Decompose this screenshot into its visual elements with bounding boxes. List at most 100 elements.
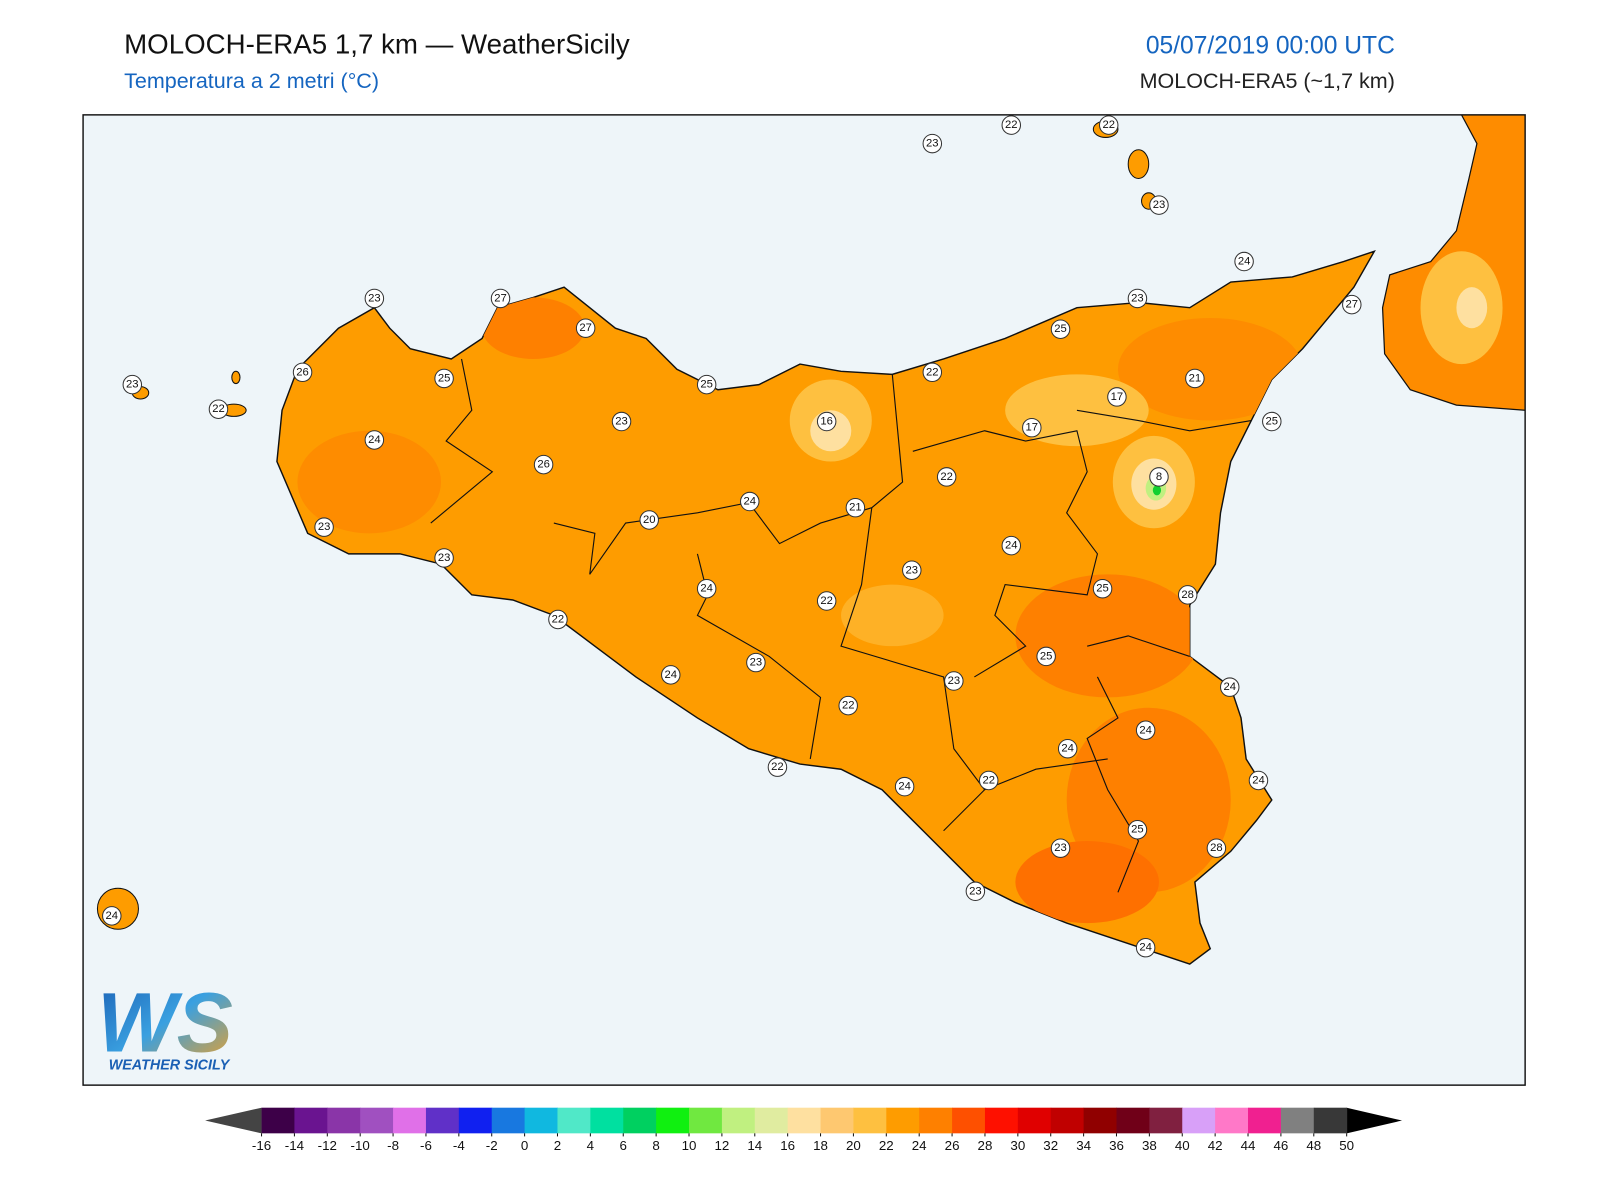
station-value: 17 bbox=[1026, 422, 1039, 434]
station-marker bbox=[936, 467, 957, 487]
station-value: 23 bbox=[906, 564, 919, 576]
station-value: 22 bbox=[820, 595, 833, 607]
station-marker bbox=[364, 288, 385, 309]
colorbar-segment bbox=[294, 1107, 328, 1134]
colorbar-tick-label: -10 bbox=[351, 1138, 370, 1153]
station-value: 16 bbox=[820, 416, 833, 428]
station-marker bbox=[1234, 251, 1254, 272]
colorbar-segment bbox=[656, 1107, 690, 1134]
colorbar-segment bbox=[853, 1107, 887, 1134]
station-marker bbox=[902, 560, 922, 580]
station-marker bbox=[746, 652, 766, 673]
station-marker bbox=[533, 454, 554, 475]
station-value: 25 bbox=[1096, 583, 1109, 595]
datetime: 05/07/2019 00:00 UTC bbox=[1146, 32, 1395, 59]
station-marker bbox=[965, 881, 986, 902]
colorbar-tick-label: 26 bbox=[945, 1138, 960, 1153]
stations: 23 22 22 23 24 23 27 27 23 27 25 26 25 25 22 21 23 22 17 16… bbox=[102, 115, 1362, 958]
colorbar-tick-label: 10 bbox=[682, 1138, 697, 1153]
colorbar-tick-label: 22 bbox=[879, 1138, 894, 1153]
station-value: 23 bbox=[1131, 292, 1144, 304]
station-value: 25 bbox=[1131, 824, 1144, 836]
station-marker bbox=[740, 491, 760, 512]
model-label: MOLOCH-ERA5 (~1,7 km) bbox=[1140, 69, 1395, 93]
colorbar-segment bbox=[820, 1107, 854, 1134]
title: MOLOCH-ERA5 1,7 km — WeatherSicily bbox=[124, 28, 630, 59]
station-marker bbox=[1050, 319, 1071, 339]
colorbar-under bbox=[205, 1107, 262, 1134]
colorbar-tick-label: 8 bbox=[652, 1138, 659, 1153]
map-frame bbox=[82, 114, 1526, 1086]
station-marker bbox=[1262, 411, 1282, 432]
colorbar-segment bbox=[425, 1107, 460, 1134]
colorbar-segment bbox=[491, 1107, 526, 1134]
station-marker bbox=[1135, 937, 1156, 958]
colorbar-segment bbox=[623, 1107, 657, 1134]
colorbar-segment bbox=[1215, 1107, 1249, 1134]
colorbar-tick-label: 0 bbox=[521, 1138, 528, 1153]
station-marker bbox=[894, 776, 915, 797]
station-marker bbox=[978, 770, 999, 791]
colorbar-tick-label: 4 bbox=[587, 1138, 595, 1153]
colorbar-segment bbox=[1280, 1107, 1315, 1134]
station-marker bbox=[816, 591, 837, 611]
station-value: 23 bbox=[1054, 842, 1067, 854]
station-marker bbox=[1098, 115, 1119, 135]
colorbar-segment bbox=[1313, 1107, 1348, 1134]
station-marker bbox=[1107, 387, 1127, 407]
station-marker bbox=[696, 374, 717, 395]
colorbar-segment bbox=[557, 1107, 591, 1134]
colorbar-segment bbox=[590, 1107, 624, 1134]
calabria-peak bbox=[1456, 287, 1488, 329]
colorbar-segment bbox=[689, 1107, 723, 1134]
station-marker bbox=[548, 609, 568, 630]
station-value: 23 bbox=[1153, 199, 1166, 211]
colorbar-tick-label: -12 bbox=[318, 1138, 337, 1153]
station-value: 24 bbox=[700, 583, 713, 595]
colorbar-segment bbox=[1182, 1107, 1216, 1134]
station-marker bbox=[1092, 578, 1113, 599]
logo-mark: WS bbox=[97, 975, 232, 1069]
province-borders bbox=[430, 358, 1252, 893]
station-value: 22 bbox=[771, 761, 784, 773]
station-value: 25 bbox=[1054, 323, 1067, 335]
station-value: 24 bbox=[665, 669, 678, 681]
colorbar-tick-label: -4 bbox=[453, 1138, 465, 1153]
station-value: 23 bbox=[126, 379, 139, 391]
station-value: 8 bbox=[1156, 471, 1162, 483]
colorbar-segment bbox=[886, 1107, 920, 1134]
colorbar-tick-label: 36 bbox=[1109, 1138, 1124, 1153]
colorbar-segment bbox=[458, 1107, 493, 1134]
station-marker bbox=[944, 671, 964, 691]
station-value: 22 bbox=[926, 366, 939, 378]
station-value: 22 bbox=[842, 700, 855, 712]
station-marker bbox=[611, 411, 632, 432]
station-value: 25 bbox=[700, 379, 713, 391]
colorbar-segment bbox=[919, 1107, 953, 1134]
station-value: 28 bbox=[1210, 842, 1223, 854]
station-value: 25 bbox=[438, 372, 451, 384]
station-marker bbox=[661, 665, 681, 685]
colorbar-segment bbox=[787, 1107, 822, 1134]
station-value: 24 bbox=[1139, 942, 1152, 954]
station-marker bbox=[1050, 838, 1071, 858]
colorbar-segment bbox=[524, 1107, 558, 1134]
station-marker bbox=[922, 133, 943, 154]
colorbar-tick-label: 14 bbox=[747, 1138, 762, 1153]
station-marker bbox=[1127, 288, 1148, 309]
station-marker bbox=[1001, 115, 1022, 135]
station-value: 20 bbox=[643, 514, 656, 526]
colorbar-segment bbox=[754, 1107, 789, 1134]
station-value: 27 bbox=[494, 292, 507, 304]
colorbar-segment bbox=[261, 1107, 295, 1134]
station-value: 24 bbox=[106, 910, 119, 922]
station-value: 25 bbox=[1040, 650, 1053, 662]
station-marker bbox=[314, 517, 334, 537]
colorbar-tick-label: 42 bbox=[1208, 1138, 1223, 1153]
station-value: 23 bbox=[750, 657, 763, 669]
station-value: 24 bbox=[1061, 743, 1074, 755]
colorbar-tick-label: 2 bbox=[554, 1138, 561, 1153]
station-marker bbox=[490, 288, 511, 309]
station-value: 24 bbox=[368, 434, 381, 446]
colorbar-segment bbox=[1116, 1107, 1150, 1134]
